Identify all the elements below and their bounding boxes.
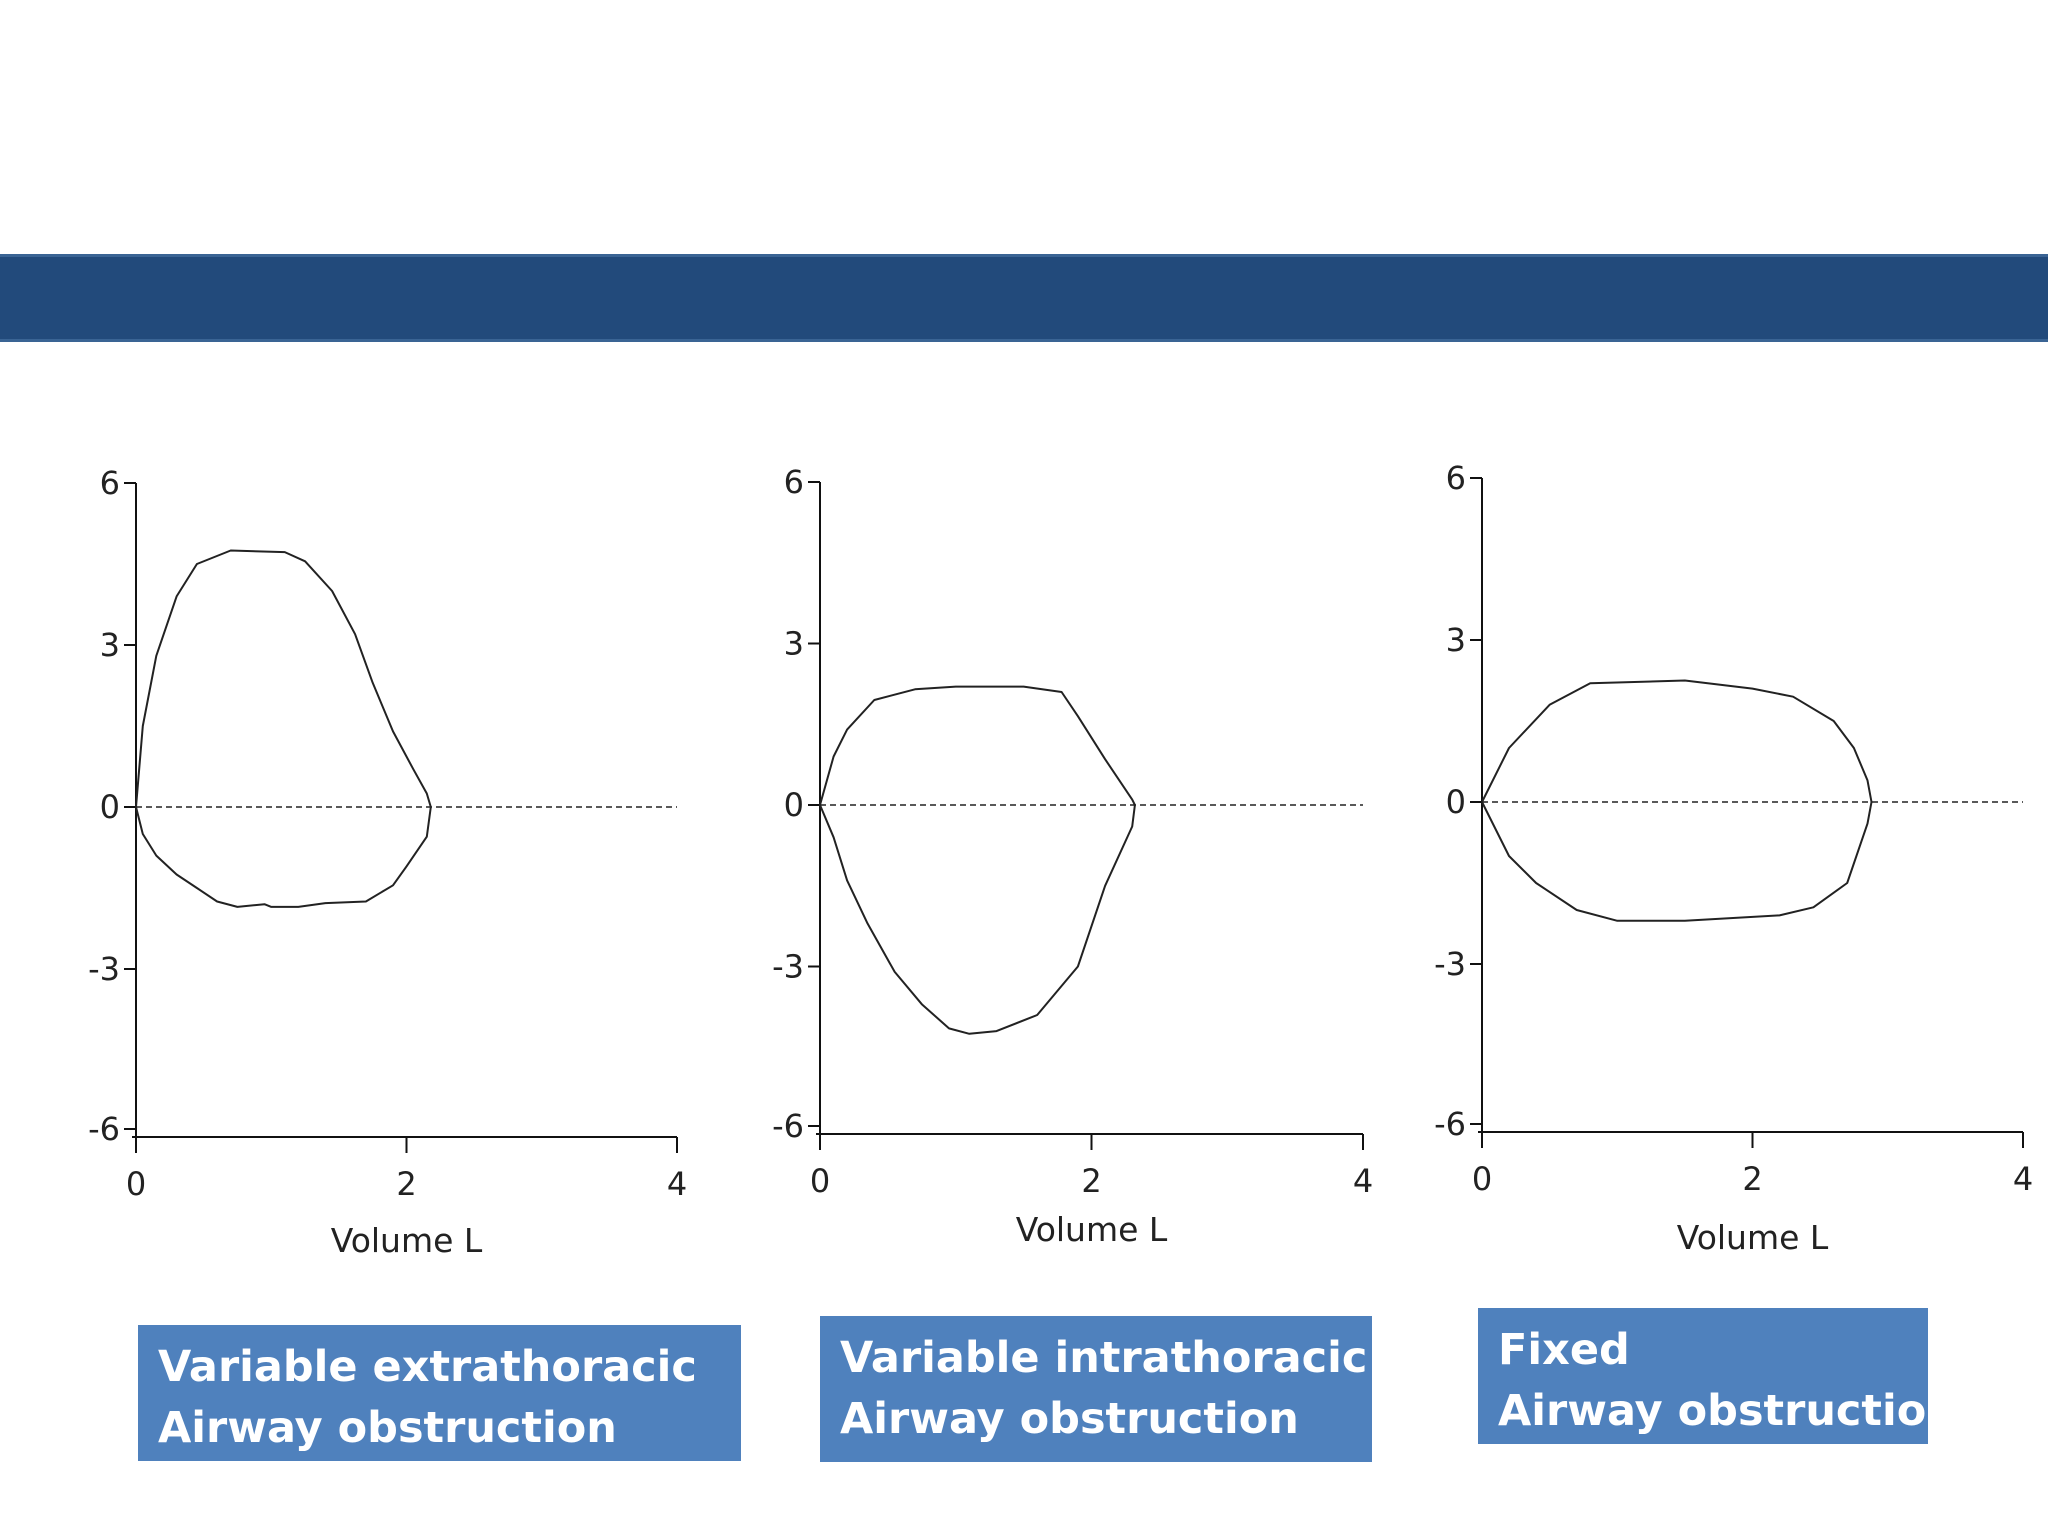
y-tick-label: -6 [88, 1110, 120, 1148]
caption-fixed: Fixed Airway obstruction [1478, 1308, 1957, 1444]
x-tick-label: 2 [396, 1165, 416, 1203]
x-tick-label: 2 [1742, 1160, 1762, 1198]
caption-line-2: Airway obstruction [158, 1403, 617, 1453]
y-tick-label: -3 [88, 950, 120, 988]
x-tick-label: 2 [1081, 1162, 1101, 1200]
y-tick-label: -6 [772, 1107, 804, 1145]
caption-line-2: Airway obstruction [1498, 1386, 1957, 1436]
y-tick-label: 6 [100, 464, 120, 502]
x-tick-label: 4 [2013, 1160, 2033, 1198]
y-tick-label: 0 [1446, 783, 1466, 821]
x-axis-title: Volume L [1016, 1210, 1168, 1249]
x-tick-label: 4 [667, 1165, 687, 1203]
caption-line-2: Airway obstruction [840, 1394, 1299, 1444]
title-band [0, 254, 2048, 342]
caption-extrathoracic: Variable extrathoracic Airway obstructio… [138, 1325, 741, 1461]
y-tick-label: 3 [100, 626, 120, 664]
y-tick-label: 0 [784, 786, 804, 824]
x-tick-label: 4 [1353, 1162, 1373, 1200]
y-tick-label: 3 [784, 625, 804, 663]
y-tick-label: 0 [100, 788, 120, 826]
caption-line-1: Variable extrathoracic [158, 1342, 697, 1392]
y-tick-label: -6 [1434, 1105, 1466, 1143]
x-tick-label: 0 [810, 1162, 830, 1200]
flow-volume-loop [1481, 679, 1873, 922]
caption-intrathoracic: Variable intrathoracic Airway obstructio… [820, 1316, 1372, 1462]
y-tick-label: -3 [772, 948, 804, 986]
y-tick-label: 3 [1446, 621, 1466, 659]
flow-volume-loop [819, 685, 1136, 1035]
x-axis-title: Volume L [331, 1221, 483, 1260]
y-tick-label: 6 [784, 463, 804, 501]
caption-line-1: Fixed [1498, 1325, 1630, 1375]
x-tick-label: 0 [1472, 1160, 1492, 1198]
caption-line-1: Variable intrathoracic [840, 1333, 1368, 1383]
y-tick-label: -3 [1434, 945, 1466, 983]
flow-volume-loop [135, 549, 432, 908]
x-tick-label: 0 [126, 1165, 146, 1203]
x-axis-title: Volume L [1677, 1218, 1829, 1257]
y-tick-label: 6 [1446, 459, 1466, 497]
